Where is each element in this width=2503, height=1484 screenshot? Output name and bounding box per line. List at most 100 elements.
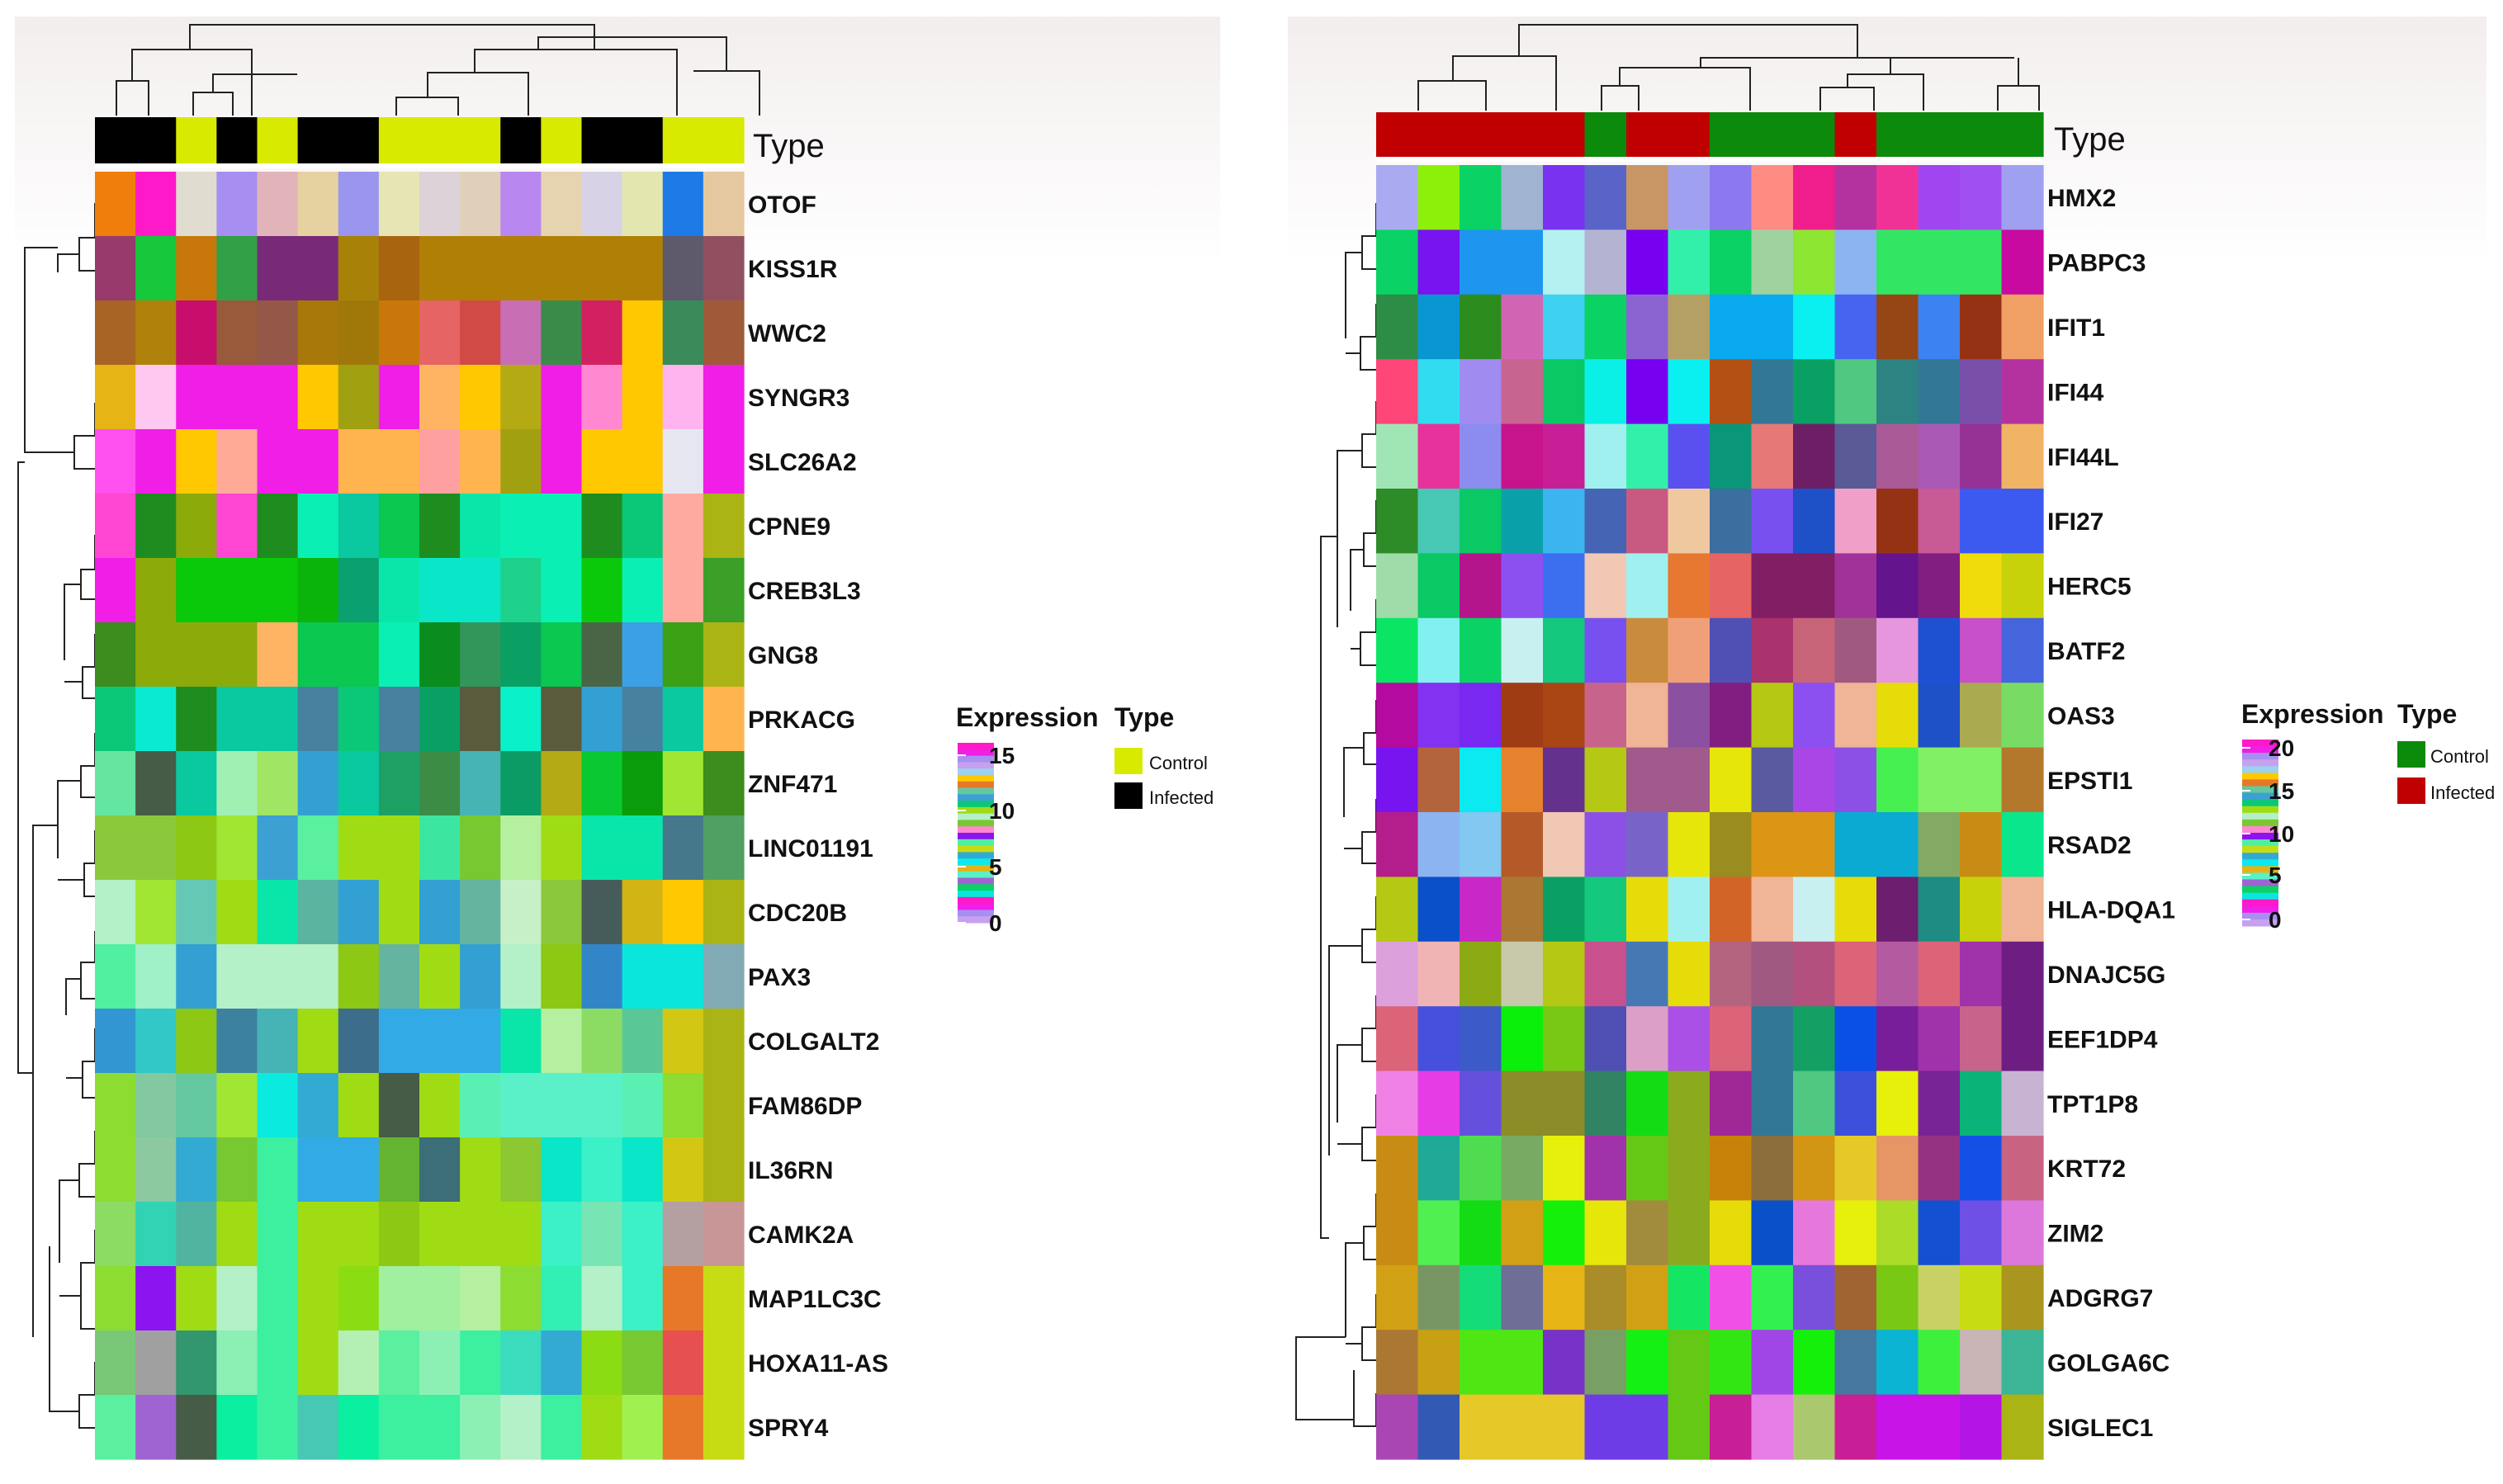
right-colorbar-stripe-6 xyxy=(2242,779,2278,787)
left-cell-spry4-6 xyxy=(338,1395,380,1460)
left-cell-kiss1r-13 xyxy=(622,236,664,301)
left-cell-map1lc3c-15 xyxy=(703,1266,745,1331)
right-colorbar-stripe-27 xyxy=(2242,919,2278,927)
left-cell-linc01191-6 xyxy=(338,815,380,881)
right-cell-oas3-12 xyxy=(1876,683,1919,749)
right-cell-herc5-12 xyxy=(1876,553,1919,619)
right-cell-tpt1p8-8 xyxy=(1710,1070,1753,1137)
left-cell-colgalt2-7 xyxy=(378,1009,420,1074)
right-cell-ifit1-11 xyxy=(1834,294,1877,360)
right-row-label-rsad2: RSAD2 xyxy=(2047,832,2132,859)
left-cell-linc01191-5 xyxy=(297,815,339,881)
left-cell-il36rn-7 xyxy=(378,1137,420,1203)
left-colorbar-stripe-21 xyxy=(958,877,994,885)
right-row-labels: HMX2 PABPC3 IFIT1 IFI44 IFI44L IFI27 HERC5 BATF… xyxy=(2047,185,2175,1442)
left-legend-tick-15: 15 xyxy=(989,743,1015,768)
right-cell-herc5-5 xyxy=(1584,553,1627,619)
right-cell-krt72-12 xyxy=(1876,1136,1919,1201)
left-cell-colgalt2-13 xyxy=(622,1009,664,1074)
right-cell-adgrg7-10 xyxy=(1793,1264,1836,1330)
right-cell-krt72-2 xyxy=(1460,1136,1502,1201)
right-cell-eef1dp4-5 xyxy=(1584,1006,1627,1072)
right-cell-rsad2-4 xyxy=(1543,812,1586,877)
right-row-label-hmx2: HMX2 xyxy=(2047,185,2116,212)
left-cell-syngr3-15 xyxy=(703,365,745,430)
right-cell-krt72-7 xyxy=(1668,1136,1710,1201)
left-cell-slc26a2-10 xyxy=(500,429,542,494)
left-cell-prkacg-2 xyxy=(176,687,217,752)
left-cell-slc26a2-9 xyxy=(460,429,501,494)
right-cell-oas3-7 xyxy=(1668,683,1710,749)
left-row-label-znf471: ZNF471 xyxy=(748,771,837,798)
right-cell-hmx2-15 xyxy=(2001,165,2044,230)
right-heatmap: Type HMX2 PABPC3 IFIT1 IFI44 IFI44L IFI27 HERC… xyxy=(1295,24,2495,1460)
right-cell-herc5-1 xyxy=(1417,553,1460,619)
right-cell-ifi27-7 xyxy=(1668,489,1710,554)
right-colorbar-stripe-16 xyxy=(2242,846,2278,853)
right-cell-siglec1-6 xyxy=(1626,1394,1669,1460)
right-cell-dnajc5g-9 xyxy=(1751,941,1794,1007)
left-cell-otof-8 xyxy=(419,172,461,237)
right-cell-ifit1-6 xyxy=(1626,294,1669,360)
right-cell-ifit1-7 xyxy=(1668,294,1710,360)
right-cell-hla-dqa1-11 xyxy=(1834,877,1877,943)
right-cell-krt72-11 xyxy=(1834,1136,1877,1201)
right-cell-epsti1-13 xyxy=(1918,747,1961,813)
right-legend-ticks: 20 15 10 5 0 xyxy=(2242,735,2294,933)
left-cell-prkacg-10 xyxy=(500,687,542,752)
right-legend: Expression Type 20 15 10 5 0 Control Infecte… xyxy=(2241,699,2495,933)
right-cell-hmx2-10 xyxy=(1793,165,1836,230)
right-cell-krt72-10 xyxy=(1793,1136,1836,1201)
right-cell-eef1dp4-15 xyxy=(2001,1006,2044,1072)
right-cell-hla-dqa1-15 xyxy=(2001,877,2044,943)
left-typebar-separator xyxy=(95,163,744,168)
right-cell-batf2-7 xyxy=(1668,617,1710,683)
right-cell-zim2-4 xyxy=(1543,1200,1586,1266)
right-legend-infected-swatch xyxy=(2397,777,2425,804)
right-cell-tpt1p8-12 xyxy=(1876,1070,1919,1137)
right-cell-golga6c-5 xyxy=(1584,1330,1627,1396)
right-cell-batf2-2 xyxy=(1460,617,1502,683)
right-cell-oas3-5 xyxy=(1584,683,1627,749)
right-cell-siglec1-1 xyxy=(1417,1394,1460,1460)
right-cell-dnajc5g-2 xyxy=(1460,941,1502,1007)
right-cell-ifi27-14 xyxy=(1960,489,2003,554)
right-cell-ifi44-12 xyxy=(1876,359,1919,425)
right-cell-epsti1-9 xyxy=(1751,747,1794,813)
right-cell-tpt1p8-14 xyxy=(1960,1070,2003,1137)
right-cell-krt72-5 xyxy=(1584,1136,1627,1201)
left-type-cell-0-infected xyxy=(95,117,136,163)
left-cell-cpne9-10 xyxy=(500,494,542,559)
right-cell-ifi27-9 xyxy=(1751,489,1794,554)
right-cell-krt72-3 xyxy=(1501,1136,1544,1201)
right-cell-dnajc5g-3 xyxy=(1501,941,1544,1007)
right-type-cell-11-infected xyxy=(1834,112,1877,157)
left-colorbar-stripe-2 xyxy=(958,755,994,763)
right-type-cell-4-infected xyxy=(1543,112,1586,157)
right-cell-hla-dqa1-8 xyxy=(1710,877,1753,943)
left-cell-camk2a-3 xyxy=(216,1202,258,1267)
right-cell-zim2-11 xyxy=(1834,1200,1877,1266)
right-colorbar-stripe-3 xyxy=(2242,759,2278,767)
left-cell-cdc20b-2 xyxy=(176,880,217,945)
left-cell-linc01191-4 xyxy=(257,815,299,881)
left-cell-gng8-5 xyxy=(297,622,339,688)
right-cell-oas3-10 xyxy=(1793,683,1836,749)
right-cell-epsti1-15 xyxy=(2001,747,2044,813)
right-type-annotation-bar xyxy=(1376,112,2044,157)
left-cell-cpne9-6 xyxy=(338,494,380,559)
left-cell-prkacg-0 xyxy=(95,687,136,752)
right-cell-golga6c-8 xyxy=(1710,1330,1753,1396)
right-cell-adgrg7-13 xyxy=(1918,1264,1961,1330)
right-cell-rsad2-6 xyxy=(1626,812,1669,877)
right-cell-ifit1-12 xyxy=(1876,294,1919,360)
left-colorbar-stripe-22 xyxy=(958,884,994,891)
right-cell-oas3-6 xyxy=(1626,683,1669,749)
right-cell-ifi44-1 xyxy=(1417,359,1460,425)
right-legend-tick-20: 20 xyxy=(2269,735,2294,761)
right-cell-rsad2-15 xyxy=(2001,812,2044,877)
right-cell-epsti1-4 xyxy=(1543,747,1586,813)
left-cell-wwc2-2 xyxy=(176,300,217,366)
right-cell-golga6c-2 xyxy=(1460,1330,1502,1396)
left-cell-wwc2-14 xyxy=(662,300,704,366)
